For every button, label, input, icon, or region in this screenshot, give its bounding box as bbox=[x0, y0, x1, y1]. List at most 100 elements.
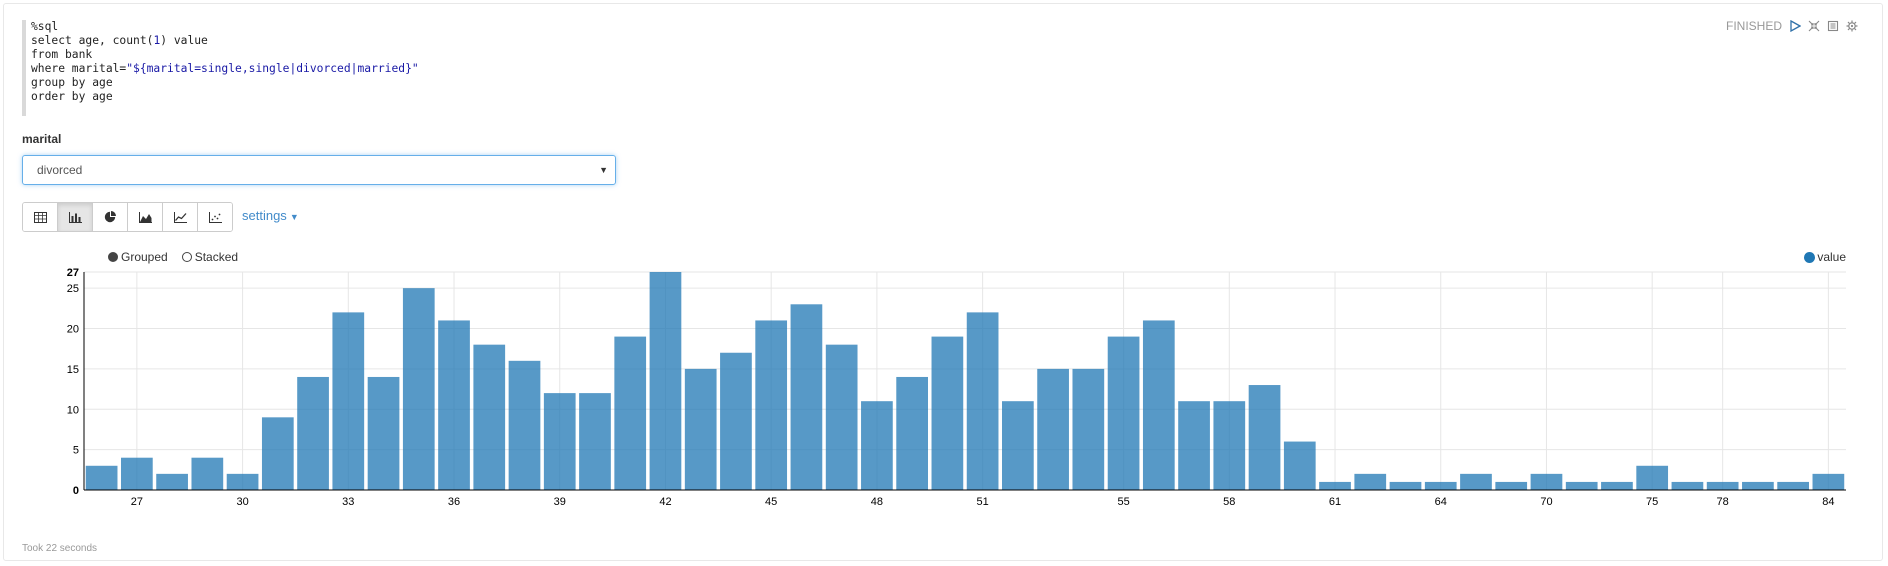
scatter-chart-button[interactable] bbox=[198, 203, 232, 231]
paragraph-container bbox=[3, 3, 1883, 561]
bar-age-37 bbox=[473, 344, 506, 490]
code-token: order by age bbox=[31, 90, 113, 103]
table-view-button[interactable] bbox=[23, 203, 58, 231]
book-icon[interactable] bbox=[1827, 20, 1839, 32]
bar-age-68 bbox=[1495, 481, 1528, 490]
bar-age-26 bbox=[85, 465, 118, 490]
y-tick-label: 5 bbox=[73, 445, 79, 457]
code-token: ) value bbox=[160, 34, 208, 47]
bar-age-84 bbox=[1812, 473, 1845, 490]
bar-age-31 bbox=[261, 417, 294, 490]
bar-age-32 bbox=[297, 376, 329, 490]
bar-age-78 bbox=[1706, 481, 1739, 490]
x-tick-label: 84 bbox=[1822, 496, 1834, 508]
bar-age-34 bbox=[367, 376, 400, 490]
x-tick-label: 48 bbox=[871, 496, 883, 508]
radio-unchecked-icon bbox=[181, 252, 192, 262]
bar-age-41 bbox=[614, 336, 647, 490]
legend-swatch bbox=[1804, 251, 1816, 263]
bar-age-72 bbox=[1565, 481, 1598, 490]
bar-age-63 bbox=[1389, 481, 1422, 490]
settings-label: settings bbox=[242, 208, 287, 223]
y-tick-label: 25 bbox=[67, 283, 79, 295]
table-icon bbox=[33, 211, 47, 223]
bar-age-36 bbox=[438, 320, 470, 490]
x-tick-label: 42 bbox=[659, 496, 671, 508]
code-line: where marital="${marital=single,single|d… bbox=[31, 62, 1802, 76]
y-tick-label: 0 bbox=[73, 485, 79, 497]
line-chart-button[interactable] bbox=[163, 203, 198, 231]
pie-chart-button[interactable] bbox=[93, 203, 128, 231]
gear-icon[interactable] bbox=[1846, 20, 1858, 32]
bar-age-47 bbox=[825, 344, 858, 490]
bar-chart-button[interactable] bbox=[58, 203, 93, 231]
bar-age-42 bbox=[649, 272, 682, 490]
bar-age-70 bbox=[1530, 473, 1563, 490]
area-chart-button[interactable] bbox=[128, 203, 163, 231]
bar-age-49 bbox=[896, 376, 928, 490]
code-editor[interactable]: %sql select age, count(1) value from bank w… bbox=[22, 20, 1802, 116]
bar-chart: 0 5 10 15 20 25 27 27 30 33 36 39 42 45 48 51 55 58 61 64 70… bbox=[67, 267, 1846, 508]
bar-age-62 bbox=[1354, 473, 1387, 490]
execution-time: Took 22 seconds bbox=[22, 543, 98, 554]
bar-age-58 bbox=[1213, 401, 1246, 490]
bar-age-33 bbox=[332, 312, 365, 490]
bar-age-60 bbox=[1283, 441, 1316, 490]
y-tick-label: 10 bbox=[67, 404, 79, 416]
pie-chart-icon bbox=[104, 211, 116, 223]
legend-label: value bbox=[1817, 250, 1846, 264]
scatter-chart-icon bbox=[208, 211, 222, 223]
paragraph-status-bar: FINISHED bbox=[1726, 19, 1858, 33]
code-line: order by age bbox=[31, 90, 1802, 104]
code-token: "${marital=single,single|divorced|marrie… bbox=[126, 62, 419, 75]
x-tick-label: 30 bbox=[236, 496, 248, 508]
bar-age-44 bbox=[720, 352, 752, 490]
x-tick-label: 39 bbox=[554, 496, 566, 508]
bar-age-35 bbox=[402, 288, 435, 490]
stacked-radio[interactable]: Stacked bbox=[181, 250, 239, 264]
code-token: select age, count( bbox=[31, 34, 154, 47]
bar-age-45 bbox=[755, 320, 788, 490]
x-tick-label: 75 bbox=[1646, 496, 1658, 508]
series-legend-value[interactable]: value bbox=[1804, 250, 1846, 264]
x-tick-label: 64 bbox=[1435, 496, 1447, 508]
bar-age-57 bbox=[1178, 401, 1210, 490]
area-chart-icon bbox=[138, 211, 152, 223]
bar-age-39 bbox=[543, 393, 576, 490]
grouped-label: Grouped bbox=[121, 250, 168, 264]
y-tick-label: 27 bbox=[67, 267, 79, 279]
bar-age-82 bbox=[1777, 481, 1809, 490]
bar-age-46 bbox=[790, 304, 823, 490]
x-tick-label: 45 bbox=[765, 496, 777, 508]
bar-age-77 bbox=[1671, 481, 1704, 490]
bar-age-54 bbox=[1072, 368, 1105, 490]
run-icon[interactable] bbox=[1789, 20, 1801, 32]
grouped-radio[interactable]: Grouped bbox=[108, 250, 168, 264]
code-token: 1 bbox=[153, 34, 161, 47]
bar-age-55 bbox=[1107, 336, 1140, 490]
bar-age-53 bbox=[1037, 368, 1069, 490]
bar-age-30 bbox=[226, 473, 259, 490]
status-text: FINISHED bbox=[1725, 19, 1782, 33]
x-tick-label: 55 bbox=[1117, 496, 1129, 508]
settings-dropdown[interactable]: settings ▼ bbox=[242, 208, 299, 223]
hide-editor-icon[interactable] bbox=[1808, 20, 1820, 32]
bar-age-65 bbox=[1460, 473, 1492, 490]
code-token: where marital= bbox=[31, 62, 127, 75]
bar-age-73 bbox=[1601, 481, 1633, 490]
x-tick-label: 27 bbox=[131, 496, 143, 508]
select-value: divorced bbox=[37, 163, 83, 177]
code-line: %sql bbox=[31, 20, 1802, 34]
line-chart-icon bbox=[173, 211, 187, 223]
stacked-label: Stacked bbox=[194, 250, 239, 264]
caret-down-icon: ▼ bbox=[289, 212, 299, 222]
code-line: group by age bbox=[31, 76, 1802, 90]
bar-age-27 bbox=[121, 457, 153, 490]
bar-age-38 bbox=[508, 360, 541, 490]
marital-select[interactable]: divorced ▼ bbox=[22, 155, 616, 185]
bar-age-51 bbox=[966, 312, 999, 490]
x-tick-label: 36 bbox=[448, 496, 460, 508]
code-line: select age, count(1) value bbox=[31, 34, 1802, 48]
x-tick-label: 61 bbox=[1329, 496, 1341, 508]
bar-age-75 bbox=[1636, 465, 1669, 490]
